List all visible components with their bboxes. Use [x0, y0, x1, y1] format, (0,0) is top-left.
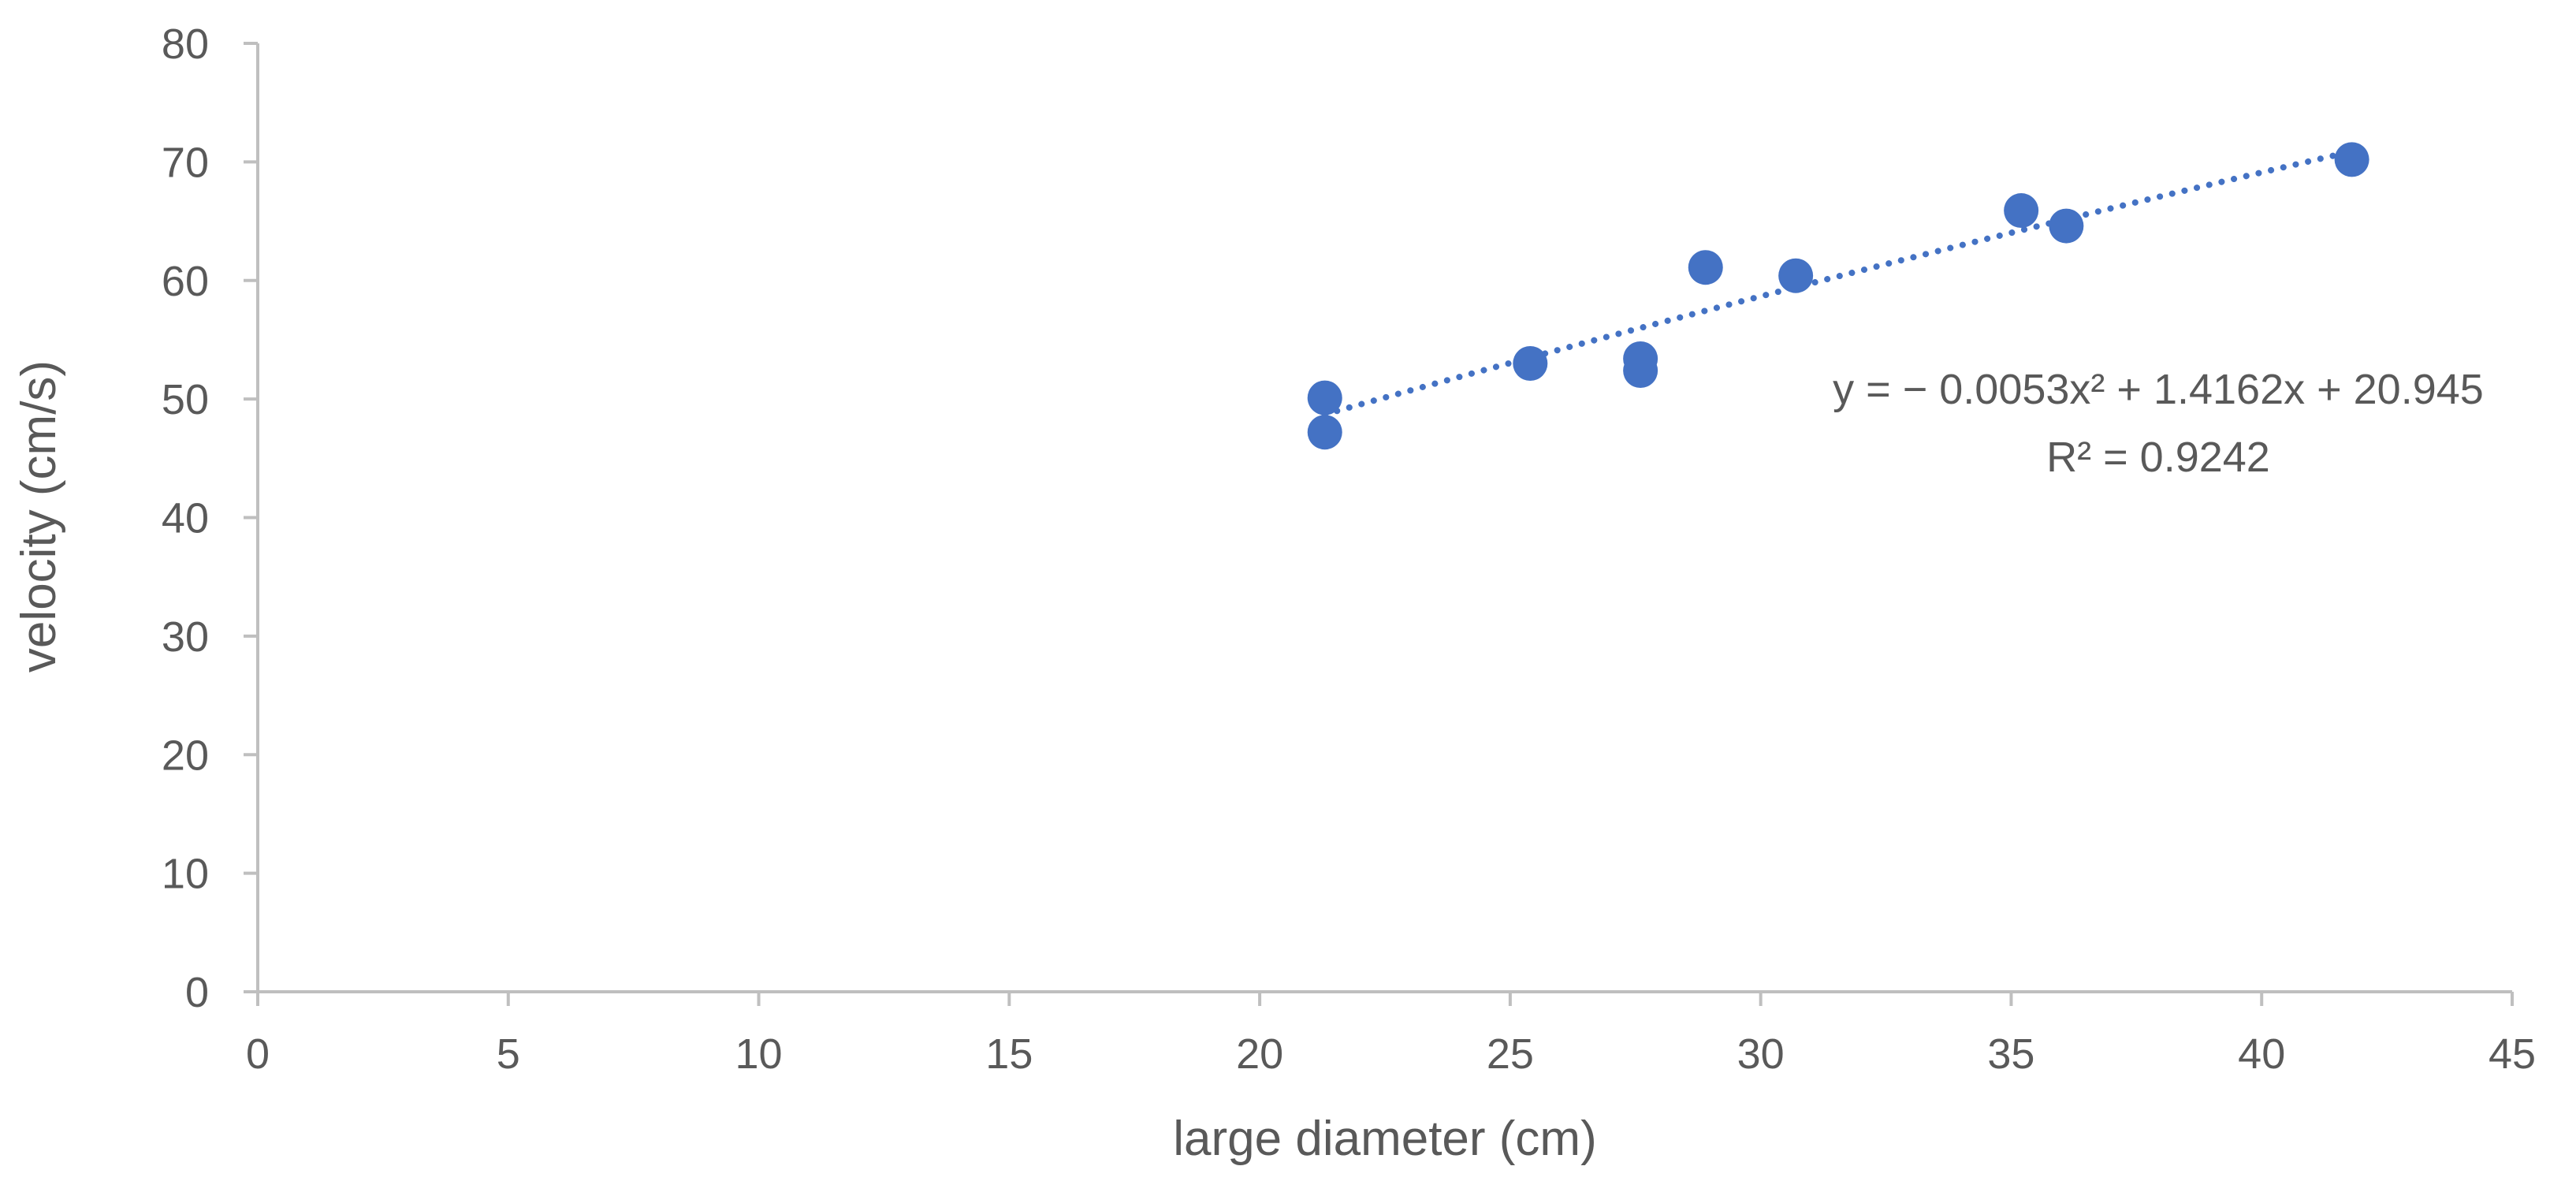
- data-point: [1778, 258, 1814, 293]
- data-point: [1623, 353, 1658, 389]
- x-tick-label: 10: [735, 1030, 783, 1078]
- trendline-equation: y = − 0.0053x² + 1.4162x + 20.945: [1833, 366, 2484, 413]
- y-tick-label: 10: [162, 851, 209, 898]
- trendline-r-squared: R² = 0.9242: [2046, 434, 2270, 481]
- x-axis-ticks: 0 5 10 15 20 25 30 35 40 45: [246, 992, 2536, 1078]
- x-tick-label: 40: [2238, 1030, 2285, 1078]
- y-tick-label: 80: [162, 20, 209, 68]
- y-tick-label: 70: [162, 139, 209, 186]
- data-point: [1307, 380, 1342, 415]
- y-tick-label: 20: [162, 732, 209, 779]
- y-tick-label: 0: [185, 969, 209, 1016]
- x-tick-label: 30: [1737, 1030, 1785, 1078]
- data-point: [2334, 142, 2369, 177]
- data-point: [2004, 193, 2039, 229]
- y-axis-ticks: 0 10 20 30 40 50 60 70 80: [162, 20, 258, 1016]
- x-tick-label: 15: [985, 1030, 1033, 1078]
- data-point: [2049, 208, 2084, 244]
- y-tick-label: 60: [162, 258, 209, 305]
- x-tick-label: 20: [1236, 1030, 1283, 1078]
- trendline-path: [1321, 148, 2355, 418]
- y-tick-label: 30: [162, 613, 209, 661]
- y-tick-label: 40: [162, 495, 209, 542]
- trendline: [1321, 148, 2355, 418]
- data-point: [1307, 415, 1342, 450]
- x-tick-label: 5: [497, 1030, 520, 1078]
- x-tick-label: 25: [1487, 1030, 1534, 1078]
- data-point: [1513, 346, 1548, 382]
- x-tick-label: 0: [246, 1030, 270, 1078]
- data-point: [1688, 250, 1723, 285]
- x-tick-label: 45: [2489, 1030, 2536, 1078]
- y-tick-label: 50: [162, 376, 209, 423]
- x-tick-label: 35: [1987, 1030, 2034, 1078]
- y-axis-title: velocity (cm/s): [12, 360, 66, 672]
- data-points: [1307, 142, 2369, 450]
- x-axis-title: large diameter (cm): [1173, 1112, 1596, 1166]
